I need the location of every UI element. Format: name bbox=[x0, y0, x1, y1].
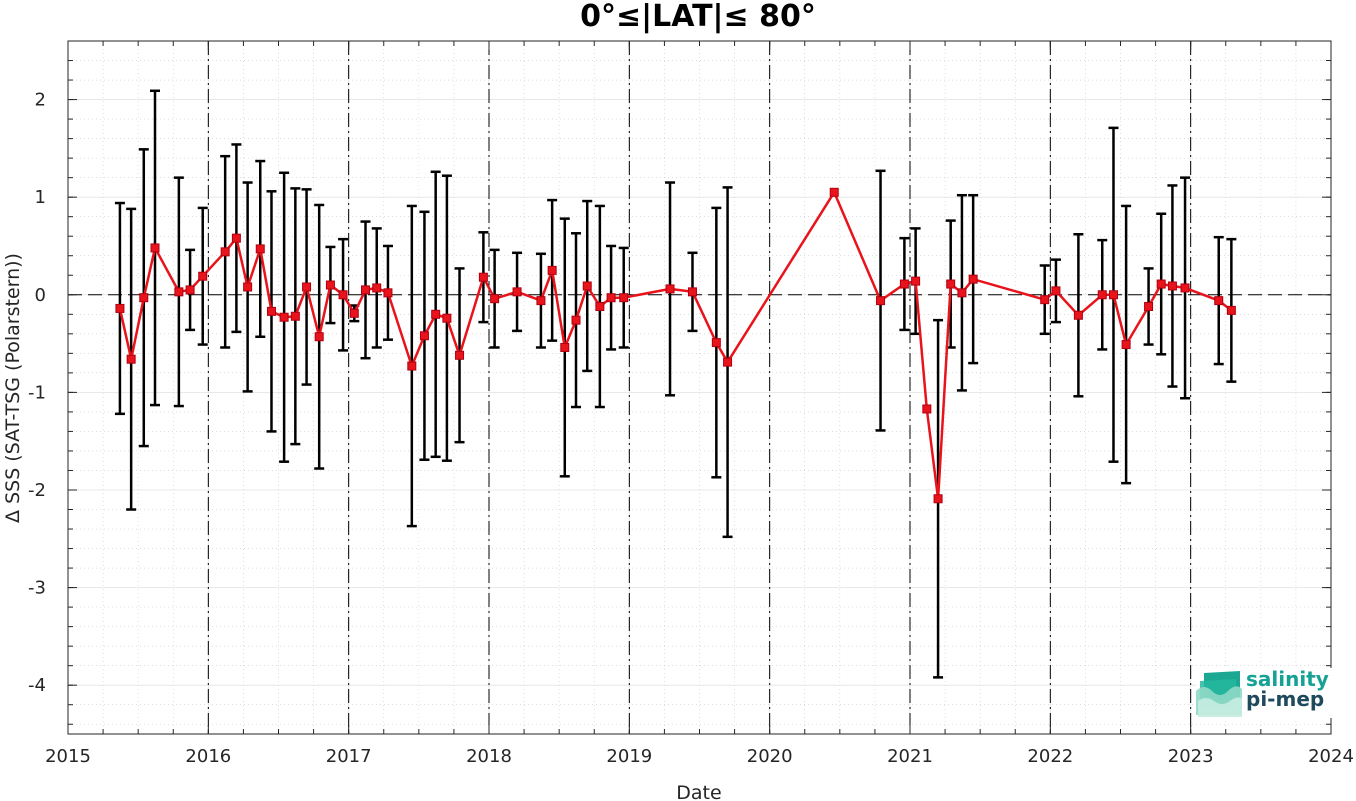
data-point bbox=[442, 313, 452, 323]
data-point bbox=[512, 287, 522, 297]
data-point bbox=[560, 342, 570, 352]
data-point bbox=[1121, 340, 1131, 350]
y-tick-label: 2 bbox=[35, 90, 46, 111]
data-point bbox=[1144, 301, 1154, 311]
data-point bbox=[547, 265, 557, 275]
year-markers bbox=[207, 41, 1192, 734]
y-tick-label: -2 bbox=[28, 480, 46, 501]
data-point bbox=[711, 338, 721, 348]
data-point bbox=[968, 274, 978, 284]
x-tick-labels: 2015 2016 2017 2018 2019 2020 2021 2022 2023 2024 bbox=[45, 746, 1354, 767]
y-tick-label: 1 bbox=[35, 187, 46, 208]
data-point bbox=[1180, 283, 1190, 293]
x-tick-label: 2016 bbox=[185, 746, 231, 767]
data-point bbox=[619, 293, 629, 303]
data-point bbox=[325, 280, 335, 290]
y-tick-label: -1 bbox=[28, 382, 46, 403]
data-point bbox=[431, 309, 441, 319]
data-line bbox=[118, 191, 1233, 501]
data-point bbox=[665, 284, 675, 294]
data-point bbox=[407, 361, 417, 371]
data-point bbox=[419, 331, 429, 341]
data-point bbox=[1108, 290, 1118, 300]
data-point bbox=[899, 279, 909, 289]
data-point bbox=[150, 243, 160, 253]
data-point bbox=[290, 311, 300, 321]
x-tick-label: 2018 bbox=[466, 746, 512, 767]
plot-frame bbox=[67, 40, 1332, 735]
data-point bbox=[478, 272, 488, 282]
data-point bbox=[571, 315, 581, 325]
data-point bbox=[174, 287, 184, 297]
y-tick-labels: -4 -3 -2 -1 0 1 2 bbox=[28, 90, 46, 697]
errorbars bbox=[114, 89, 1237, 679]
x-tick-label: 2015 bbox=[45, 746, 91, 767]
data-point bbox=[536, 296, 546, 306]
data-point bbox=[361, 285, 371, 295]
data-point bbox=[126, 354, 136, 364]
data-point bbox=[582, 281, 592, 291]
data-point bbox=[302, 282, 312, 292]
data-point bbox=[372, 283, 382, 293]
data-point bbox=[455, 350, 465, 360]
data-point bbox=[1051, 286, 1061, 296]
data-point bbox=[115, 303, 125, 313]
data-point bbox=[1156, 279, 1166, 289]
data-point bbox=[349, 308, 359, 318]
data-point bbox=[922, 404, 932, 414]
x-tick-label: 2020 bbox=[747, 746, 793, 767]
data-point bbox=[876, 296, 886, 306]
x-tick-label: 2021 bbox=[887, 746, 933, 767]
logo-line-1: salinity bbox=[1246, 667, 1329, 691]
x-tick-label: 2024 bbox=[1308, 746, 1354, 767]
data-point bbox=[957, 288, 967, 298]
x-tick-label: 2019 bbox=[606, 746, 652, 767]
data-point bbox=[687, 287, 697, 297]
data-point bbox=[490, 294, 500, 304]
y-tick-label: -3 bbox=[28, 578, 46, 599]
x-axis-label: Date bbox=[676, 782, 721, 801]
salinity-pimep-logo: salinity pi-mep bbox=[1196, 668, 1336, 718]
data-point bbox=[946, 279, 956, 289]
data-point bbox=[198, 271, 208, 281]
data-point bbox=[1226, 305, 1236, 315]
y-tick-label: -4 bbox=[28, 675, 46, 696]
data-point bbox=[1167, 281, 1177, 291]
waves-icon bbox=[1196, 671, 1242, 717]
axis-ticks bbox=[67, 40, 1332, 734]
y-tick-label: 0 bbox=[35, 285, 46, 306]
data-point bbox=[1214, 296, 1224, 306]
data-point bbox=[338, 290, 348, 300]
data-point bbox=[279, 312, 289, 322]
data-point bbox=[255, 244, 265, 254]
data-point bbox=[231, 233, 241, 243]
data-point bbox=[606, 293, 616, 303]
data-point bbox=[220, 247, 230, 257]
data-point bbox=[243, 282, 253, 292]
grid-minor bbox=[68, 40, 1331, 734]
data-point bbox=[383, 288, 393, 298]
data-point bbox=[933, 494, 943, 504]
data-point bbox=[1073, 310, 1083, 320]
grid-major bbox=[67, 41, 1332, 734]
data-point bbox=[185, 285, 195, 295]
markers bbox=[115, 187, 1236, 504]
chart-title: 0°≤|LAT|≤ 80° bbox=[580, 0, 816, 34]
data-point bbox=[1097, 290, 1107, 300]
data-point bbox=[911, 276, 921, 286]
series-line bbox=[118, 191, 1233, 501]
x-tick-label: 2023 bbox=[1168, 746, 1214, 767]
data-point bbox=[595, 301, 605, 311]
data-point bbox=[139, 293, 149, 303]
logo-line-2: pi-mep bbox=[1246, 687, 1325, 711]
x-tick-label: 2017 bbox=[326, 746, 372, 767]
y-axis-label: Δ SSS (SAT-TSG (Polarstern)) bbox=[2, 253, 24, 523]
data-point bbox=[314, 332, 324, 342]
data-point bbox=[1040, 295, 1050, 305]
data-point bbox=[723, 357, 733, 367]
x-tick-label: 2022 bbox=[1027, 746, 1073, 767]
data-point bbox=[266, 306, 276, 316]
data-point bbox=[829, 187, 839, 197]
